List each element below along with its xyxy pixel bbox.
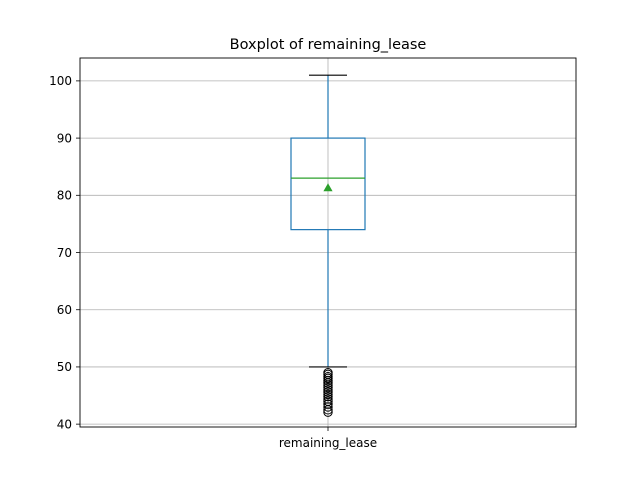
flier-point-6 — [323, 380, 333, 390]
y-tick-label-80: 80 — [57, 189, 72, 203]
axis-layer: 40 50 60 70 80 90 100 remaining_lease — [49, 57, 577, 450]
box-layer — [290, 74, 366, 417]
flier-point-4 — [323, 375, 333, 386]
mean-marker — [323, 183, 333, 192]
y-tick-label-40: 40 — [57, 417, 72, 431]
y-tick-label-70: 70 — [57, 246, 72, 260]
y-tick-label-60: 60 — [57, 303, 72, 317]
y-tick-label-90: 90 — [57, 131, 72, 145]
flier-point-3 — [323, 373, 333, 384]
flier-point-9 — [323, 387, 333, 397]
flier-point-11 — [323, 391, 333, 402]
flier-point-15 — [323, 402, 333, 412]
x-tick-label-remaining_lease: remaining_lease — [279, 436, 377, 450]
flier-point-17 — [323, 407, 333, 417]
flier-point-7 — [323, 382, 333, 393]
flier-point-8 — [323, 385, 333, 395]
flier-point-5 — [323, 378, 333, 388]
plot-frame — [79, 57, 577, 428]
flier-point-16 — [323, 405, 333, 415]
y-tick-label-50: 50 — [57, 360, 72, 374]
chart-title: Boxplot of remaining_lease — [230, 37, 427, 53]
iqr-box — [290, 137, 366, 231]
flier-point-10 — [323, 389, 333, 400]
y-tick-label-100: 100 — [49, 74, 72, 88]
